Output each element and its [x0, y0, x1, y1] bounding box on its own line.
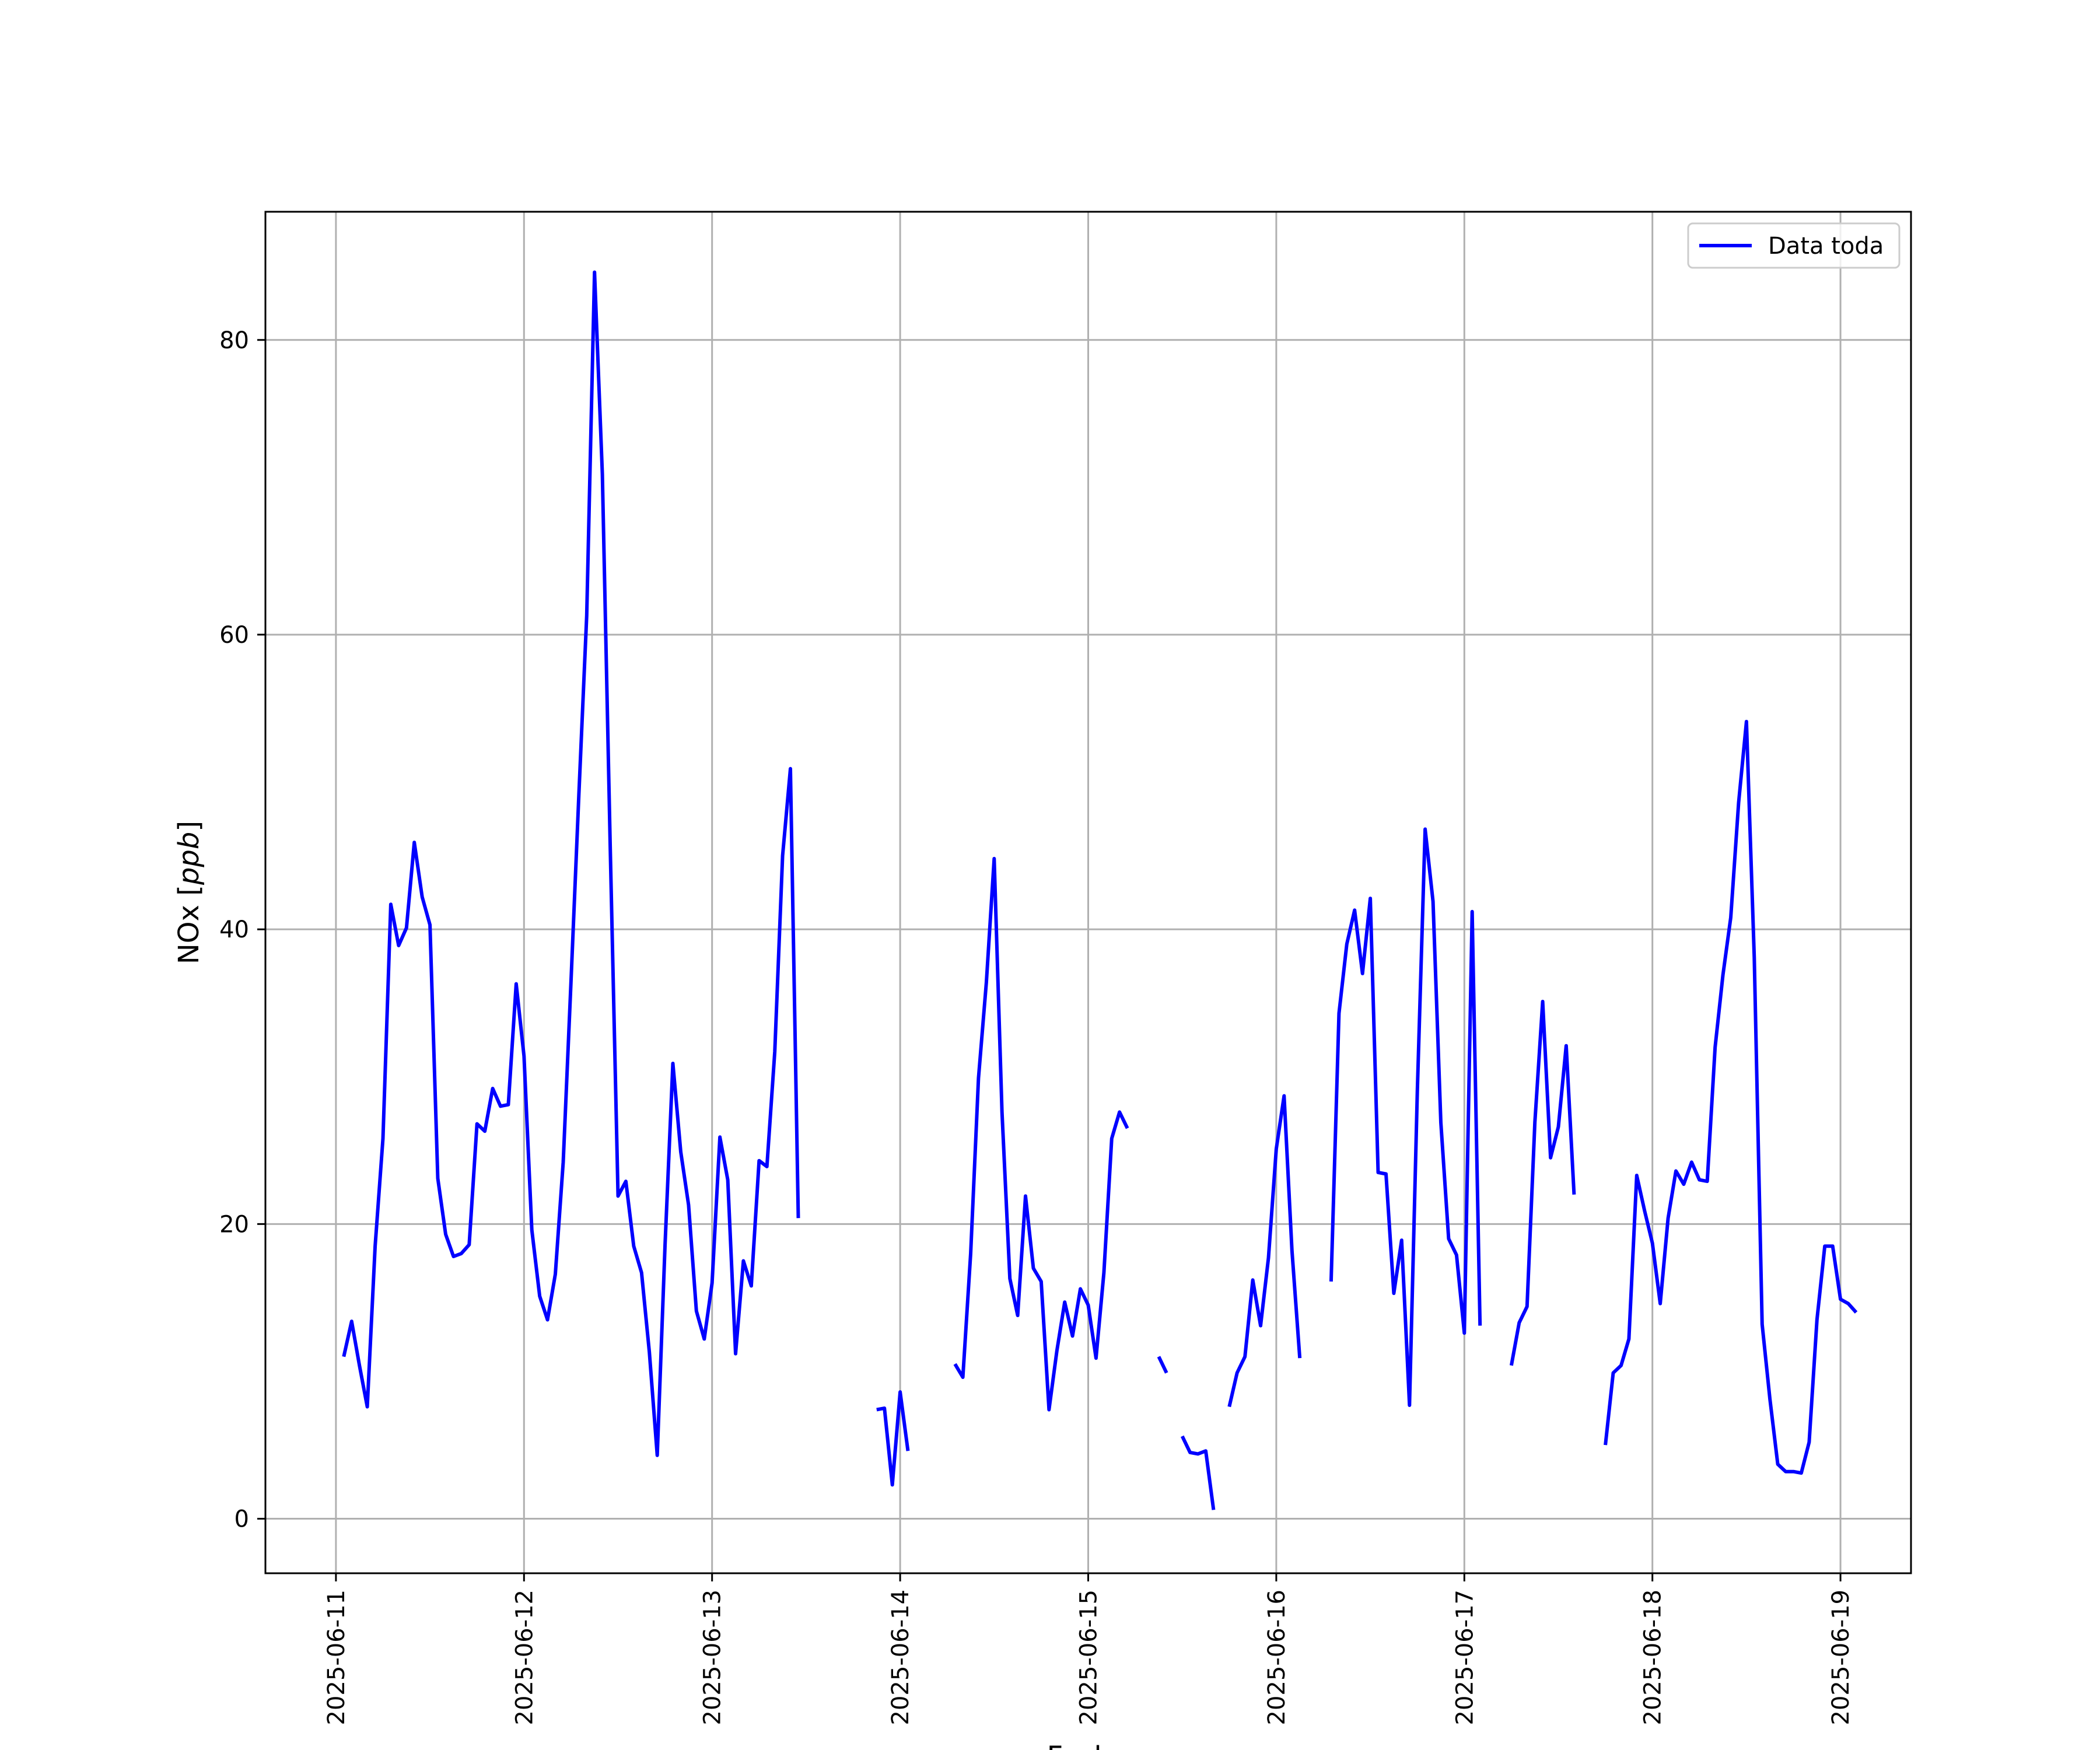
- x-tick-label: 2025-06-15: [1076, 1590, 1102, 1725]
- legend-box: [1687, 222, 1901, 269]
- y-tick-label: 60: [219, 622, 249, 649]
- y-axis-label-unit: ppb: [173, 832, 205, 886]
- y-axis-label-name: NOx [: [173, 885, 205, 964]
- x-tick-label: 2025-06-18: [1640, 1590, 1667, 1725]
- x-tick-label: 2025-06-14: [887, 1590, 914, 1725]
- y-tick-label: 40: [219, 916, 249, 943]
- legend-label: Data toda: [1768, 233, 1884, 260]
- series-line-segment: [953, 856, 1129, 1412]
- y-axis-label: NOx [ppb]: [173, 821, 205, 964]
- x-tick-label: 2025-06-12: [511, 1590, 538, 1725]
- x-tick-label: 2025-06-16: [1264, 1590, 1290, 1725]
- x-axis-ticks: 2025-06-11 2025-06-12 2025-06-13 2025-06-14…: [323, 1573, 1854, 1725]
- y-tick-label: 20: [219, 1211, 249, 1238]
- y-tick-label: 80: [219, 327, 249, 354]
- series-line-segment: [1227, 1094, 1302, 1408]
- x-tick-label: 2025-06-17: [1451, 1590, 1478, 1725]
- grid-lines: [265, 212, 1911, 1573]
- series-line-segment: [1157, 1356, 1168, 1374]
- y-tick-label: 0: [235, 1506, 249, 1533]
- series-line-segment: [876, 1390, 910, 1487]
- data-series: [342, 270, 1858, 1510]
- x-tick-label: 2025-06-11: [323, 1590, 350, 1725]
- series-line-segment: [1180, 1435, 1216, 1510]
- series-line-segment: [1329, 827, 1482, 1407]
- series-line-segment: [342, 270, 800, 1457]
- y-axis-ticks: 0 20 40 60 80: [219, 327, 265, 1533]
- x-tick-label: 2025-06-13: [699, 1590, 726, 1725]
- x-tick-label: 2025-06-19: [1828, 1590, 1854, 1725]
- legend: Data toda: [1687, 222, 1901, 269]
- series-line-segment: [1509, 999, 1576, 1366]
- x-axis-label: Fecha: [1047, 1741, 1129, 1750]
- series-line-segment: [1604, 720, 1858, 1475]
- y-axis-label-close: ]: [173, 821, 205, 832]
